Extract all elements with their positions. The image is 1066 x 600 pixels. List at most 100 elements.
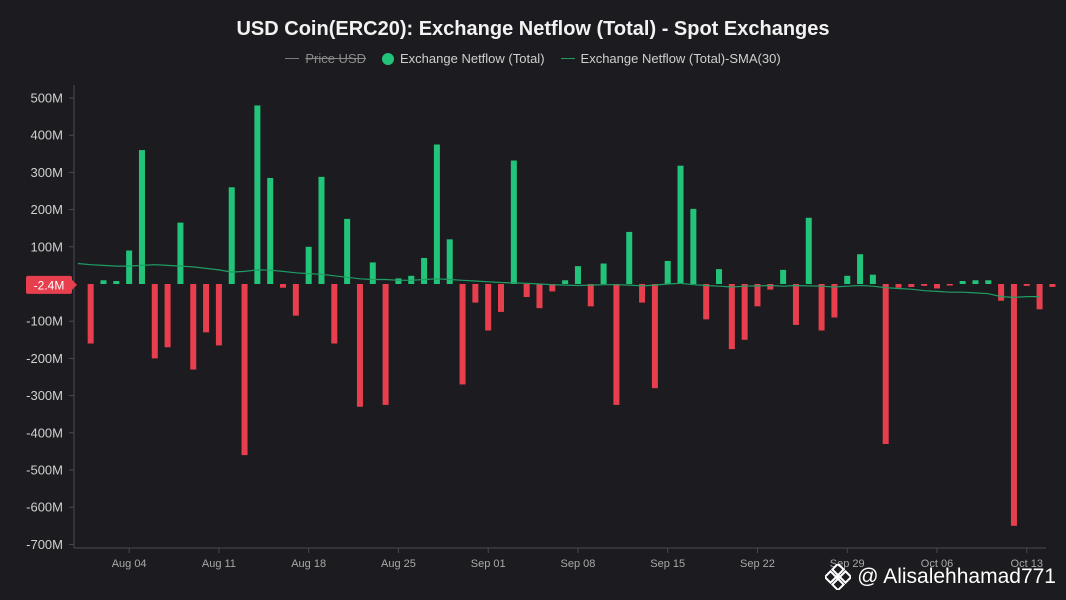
x-tick-label: Aug 04 — [112, 558, 147, 570]
netflow-bar — [485, 284, 492, 331]
netflow-bar — [857, 254, 864, 284]
netflow-bar — [626, 231, 633, 284]
y-tick-label: -200M — [26, 351, 63, 366]
watermark: @ Alisalehhamad771 — [825, 564, 1056, 590]
netflow-bar — [985, 280, 992, 284]
netflow-bar — [869, 274, 876, 284]
netflow-bar — [767, 284, 774, 290]
netflow-bar — [690, 208, 697, 284]
netflow-bar — [934, 284, 941, 289]
legend-label-price: Price USD — [305, 51, 367, 66]
netflow-bar — [523, 284, 530, 298]
x-tick-label: Sep 22 — [740, 558, 775, 570]
x-tick-label: Oct 13 — [1011, 558, 1043, 570]
x-tick-label: Oct 06 — [921, 558, 953, 570]
netflow-bar — [138, 150, 145, 284]
netflow-bar — [433, 144, 440, 284]
x-tick-label: Sep 08 — [561, 558, 596, 570]
watermark-text: @ Alisalehhamad771 — [857, 565, 1056, 588]
sma-line — [77, 262, 1040, 299]
netflow-bar — [664, 260, 671, 284]
netflow-bar — [421, 257, 428, 284]
netflow-bar — [831, 284, 838, 318]
netflow-bar — [946, 284, 953, 286]
netflow-bar — [562, 280, 569, 284]
netflow-bar — [113, 281, 120, 284]
netflow-bar — [780, 269, 787, 284]
netflow-bar — [651, 284, 658, 389]
y-tick-label: -600M — [26, 500, 63, 515]
netflow-bar — [728, 284, 735, 350]
netflow-bar — [395, 278, 402, 284]
netflow-bar — [100, 280, 107, 284]
netflow-bar — [587, 284, 594, 307]
netflow-bar — [908, 284, 915, 287]
y-tick-label: 200M — [30, 202, 63, 217]
netflow-bar — [203, 284, 210, 333]
x-tick-label: Sep 01 — [471, 558, 506, 570]
netflow-bar — [87, 284, 94, 344]
current-value-label: -2.4M — [34, 278, 65, 292]
axes-layer — [69, 85, 1046, 553]
netflow-bar — [882, 284, 889, 444]
netflow-bar — [549, 284, 556, 292]
netflow-bar — [369, 262, 376, 284]
netflow-bar — [344, 218, 351, 284]
netflow-bar — [459, 284, 466, 385]
chart-title: USD Coin(ERC20): Exchange Netflow (Total… — [236, 18, 830, 40]
x-tick-label: Aug 25 — [381, 558, 416, 570]
netflow-bar — [331, 284, 338, 344]
y-tick-label: -100M — [26, 314, 63, 329]
netflow-bar — [228, 187, 235, 284]
netflow-bar — [241, 284, 248, 456]
netflow-bar — [716, 269, 723, 284]
netflow-bar — [613, 284, 620, 405]
sma-layer — [77, 262, 1040, 299]
netflow-bar — [305, 246, 312, 284]
netflow-bar — [267, 177, 274, 284]
netflow-bar — [536, 284, 543, 309]
x-tick-label: Aug 11 — [202, 558, 236, 570]
netflow-bar — [446, 239, 453, 284]
netflow-bar — [164, 284, 171, 348]
netflow-bar — [844, 275, 851, 284]
legend-label-netflow: Exchange Netflow (Total) — [400, 51, 545, 66]
x-tick-label: Sep 15 — [650, 558, 685, 570]
netflow-bar — [703, 284, 710, 320]
legend-label-sma: Exchange Netflow (Total)-SMA(30) — [580, 51, 781, 66]
netflow-bar — [741, 284, 748, 340]
netflow-bar — [215, 284, 222, 346]
legend-item-netflow[interactable]: Exchange Netflow (Total) — [382, 51, 545, 66]
netflow-bar — [472, 284, 479, 303]
netflow-bar — [126, 250, 133, 284]
netflow-bar — [754, 284, 761, 307]
netflow-bar — [292, 284, 299, 316]
current-value-badge — [26, 275, 72, 294]
bars-layer — [87, 105, 1056, 526]
netflow-dot-swatch-icon — [382, 52, 395, 65]
netflow-bar — [972, 280, 979, 284]
current-value-pointer — [72, 279, 77, 290]
y-tick-label: 400M — [30, 128, 63, 143]
y-tick-label: -500M — [26, 463, 63, 478]
y-tick-label: 300M — [30, 165, 63, 180]
legend-item-sma[interactable]: Exchange Netflow (Total)-SMA(30) — [560, 51, 781, 66]
netflow-bar — [1023, 284, 1030, 286]
netflow-bar — [1010, 284, 1017, 526]
x-tick-label: Sep 29 — [830, 558, 865, 570]
y-tick-label: -400M — [26, 425, 63, 440]
netflow-bar — [574, 266, 581, 284]
netflow-bar — [805, 217, 812, 284]
y-tick-label: 500M — [30, 91, 63, 106]
netflow-bar — [382, 284, 389, 405]
legend: Price USD Exchange Netflow (Total) Excha… — [0, 51, 1066, 66]
netflow-bar — [959, 281, 966, 284]
netflow-bar — [190, 284, 197, 370]
y-tick-label: 100M — [30, 239, 63, 254]
netflow-bar — [177, 222, 184, 284]
legend-item-price[interactable]: Price USD — [285, 51, 366, 66]
netflow-bar — [600, 263, 607, 284]
netflow-bar — [921, 284, 928, 286]
labels-layer: 500M 400M 300M 200M 100M -100M -200M -300M -400M… — [26, 91, 1043, 570]
